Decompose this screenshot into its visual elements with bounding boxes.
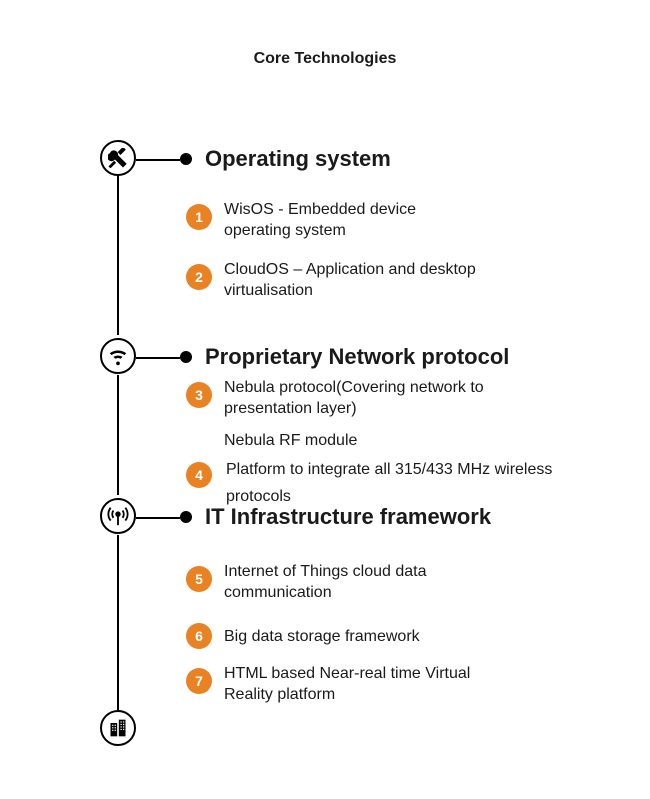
item-7-text: HTML based Near-real time Virtual Realit… [224,664,504,706]
item-2-text: CloudOS – Application and desktop virtua… [224,260,484,302]
bullet-2: 2 [186,264,212,290]
building-icon [100,710,136,746]
bullet-6: 6 [186,623,212,649]
bullet-3: 3 [186,382,212,408]
connector-1 [136,159,180,161]
wifi-icon [100,338,136,374]
heading-it-infrastructure: IT Infrastructure framework [205,504,491,530]
connector-dot-1 [180,153,192,165]
sub-label-nebula-rf: Nebula RF module [224,432,357,450]
heading-network-protocol: Proprietary Network protocol [205,344,509,370]
page-title: Core Technologies [0,50,650,68]
timeline-segment-3 [117,535,119,710]
item-3-text: Nebula protocol(Covering network to pres… [224,378,514,420]
connector-3 [136,517,180,519]
bullet-7: 7 [186,668,212,694]
heading-operating-system: Operating system [205,146,391,172]
item-6-text: Big data storage framework [224,627,524,648]
connector-dot-2 [180,351,192,363]
item-5-text: Internet of Things cloud data communicat… [224,562,484,604]
connector-2 [136,357,180,359]
timeline-segment-2 [117,375,119,495]
bullet-1: 1 [186,204,212,230]
item-1-text: WisOS - Embedded device operating system [224,200,484,242]
bullet-5: 5 [186,566,212,592]
connector-dot-3 [180,511,192,523]
antenna-icon [100,498,136,534]
timeline-segment-1 [117,175,119,335]
item-4-text: Platform to integrate all 315/433 MHz wi… [226,456,556,510]
bullet-4: 4 [186,462,212,488]
tools-icon [100,140,136,176]
